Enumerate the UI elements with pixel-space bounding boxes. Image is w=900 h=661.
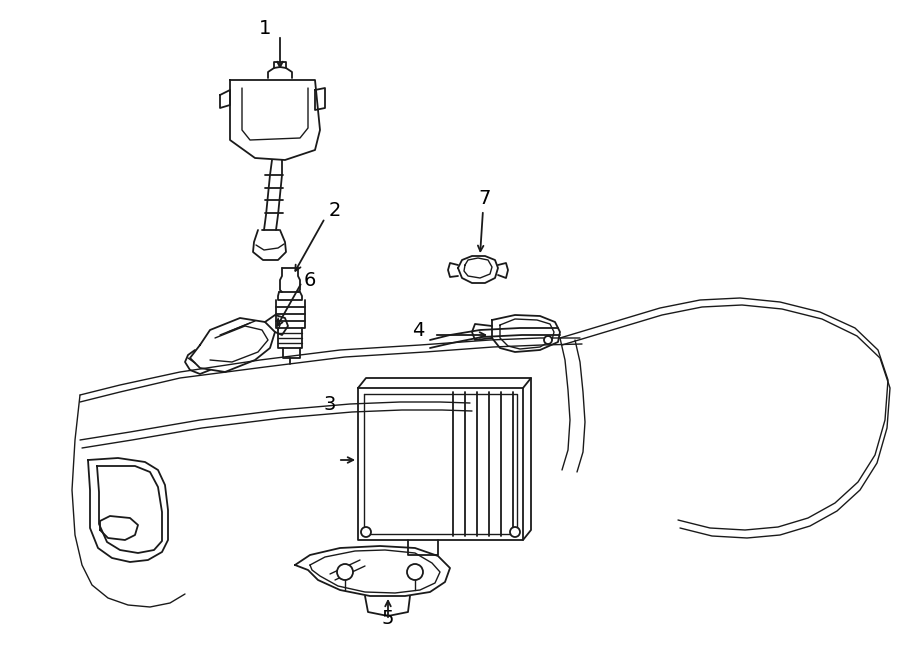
Text: 2: 2	[328, 200, 341, 219]
Circle shape	[544, 336, 552, 344]
Circle shape	[337, 564, 353, 580]
Circle shape	[407, 564, 423, 580]
Text: 4: 4	[412, 321, 424, 340]
Text: 1: 1	[259, 19, 271, 38]
Text: 3: 3	[324, 395, 337, 414]
Circle shape	[510, 527, 520, 537]
Text: 6: 6	[304, 270, 316, 290]
Text: 7: 7	[479, 188, 491, 208]
Text: 5: 5	[382, 609, 394, 627]
Circle shape	[361, 527, 371, 537]
